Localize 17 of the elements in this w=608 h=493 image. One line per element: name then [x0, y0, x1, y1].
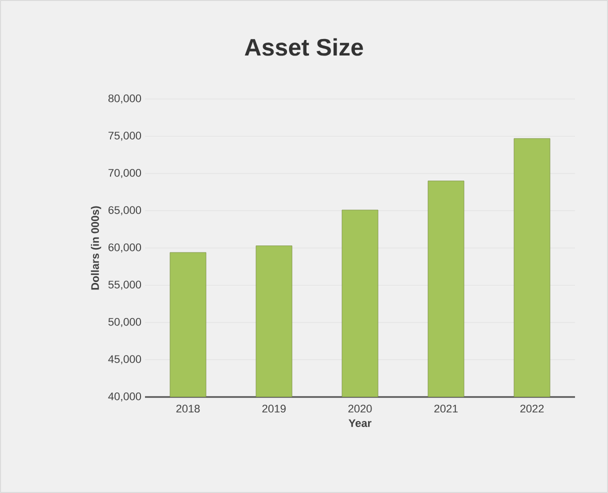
y-tick-label: 70,000 [108, 168, 142, 178]
chart-title: Asset Size [244, 38, 363, 56]
x-tick-label: 2018 [176, 404, 200, 413]
y-tick-label: 65,000 [108, 206, 142, 216]
y-tick-label: 60,000 [108, 243, 142, 253]
y-axis-title: Dollars (in 000s) [90, 206, 102, 290]
y-tick-label: 40,000 [108, 392, 142, 402]
x-tick-label: 2019 [262, 404, 286, 413]
x-tick-label: 2022 [520, 404, 544, 413]
y-tick-label: 55,000 [108, 280, 142, 290]
y-tick-label: 75,000 [108, 132, 142, 141]
x-tick-label: 2021 [434, 404, 458, 413]
x-axis-title: Year [348, 419, 372, 428]
y-tick-label: 45,000 [108, 355, 142, 364]
y-tick-label: 50,000 [108, 318, 142, 328]
x-tick-label: 2020 [348, 404, 372, 413]
y-tick-label: 80,000 [108, 94, 142, 104]
